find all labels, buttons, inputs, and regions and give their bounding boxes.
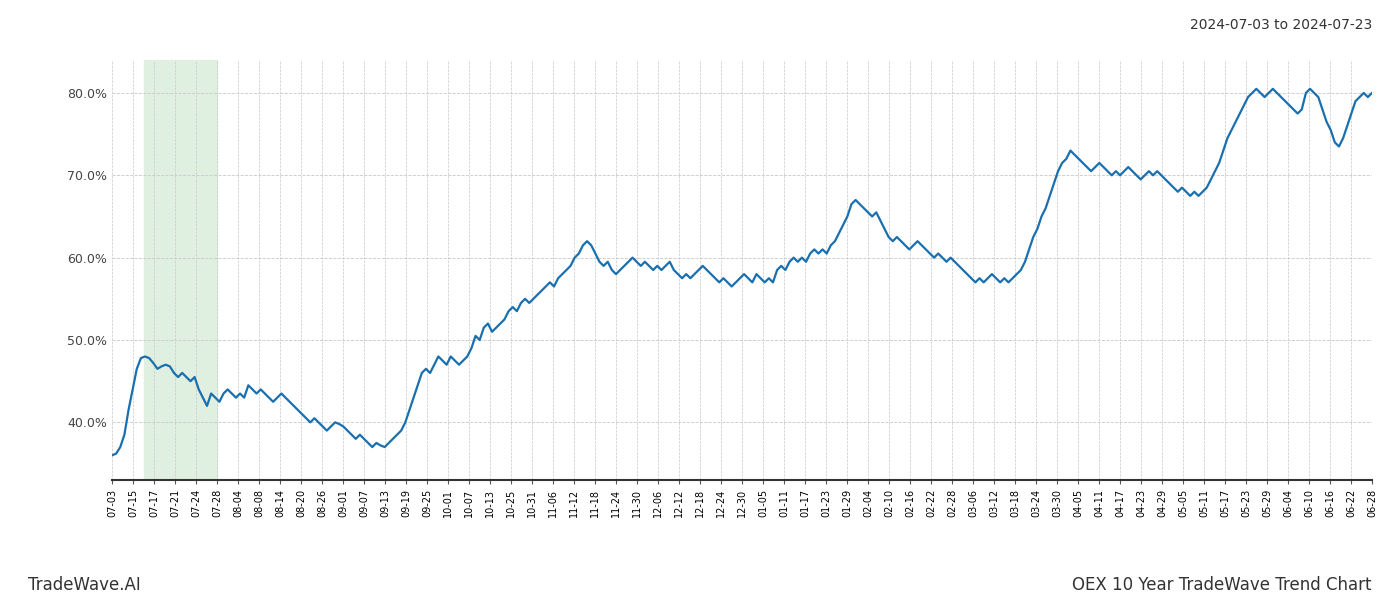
Text: OEX 10 Year TradeWave Trend Chart: OEX 10 Year TradeWave Trend Chart [1072, 576, 1372, 594]
Text: TradeWave.AI: TradeWave.AI [28, 576, 141, 594]
Bar [143, 60, 217, 480]
Text: 2024-07-03 to 2024-07-23: 2024-07-03 to 2024-07-23 [1190, 18, 1372, 32]
